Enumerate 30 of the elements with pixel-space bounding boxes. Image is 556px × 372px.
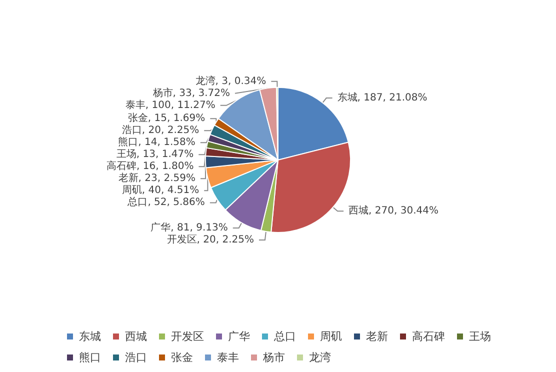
legend-label: 熊口 [79, 351, 101, 364]
legend-label: 老新 [366, 330, 388, 343]
data-label: 杨市, 33, 3.72% [152, 86, 230, 99]
data-label: 浩口, 20, 2.25% [122, 124, 200, 136]
legend-label: 张金 [171, 351, 193, 364]
data-label: 东城, 187, 21.08% [337, 92, 428, 104]
legend-label: 龙湾 [309, 351, 331, 364]
legend-label: 杨市 [262, 351, 285, 364]
data-label: 老新, 23, 2.59% [118, 172, 196, 184]
data-label: 开发区, 20, 2.25% [166, 234, 254, 246]
legend-label: 东城 [79, 330, 101, 343]
legend-label: 总口 [273, 330, 296, 343]
data-label: 广华, 81, 9.13% [150, 221, 228, 234]
data-label: 周矶, 40, 4.51% [122, 185, 200, 196]
data-label: 泰丰, 100, 11.27% [125, 98, 216, 111]
data-label: 高石碑, 16, 1.80% [106, 160, 194, 172]
legend-label: 浩口 [125, 351, 147, 364]
data-label: 西城, 270, 30.44% [348, 204, 438, 217]
data-label: 熊口, 14, 1.58% [118, 136, 196, 148]
legend-label: 广华 [228, 330, 250, 343]
legend-label: 开发区 [171, 330, 204, 343]
data-label: 张金, 15, 1.69% [128, 112, 206, 124]
legend-label: 西城 [125, 330, 147, 343]
legend-label: 高石碑 [412, 330, 445, 343]
data-label: 王场, 13, 1.47% [116, 148, 194, 160]
data-label: 总口, 52, 5.86% [126, 196, 205, 208]
legend-label: 王场 [469, 330, 491, 343]
legend-label: 周矶 [320, 330, 342, 343]
legend-label: 泰丰 [217, 351, 239, 364]
data-label: 龙湾, 3, 0.34% [195, 74, 266, 87]
